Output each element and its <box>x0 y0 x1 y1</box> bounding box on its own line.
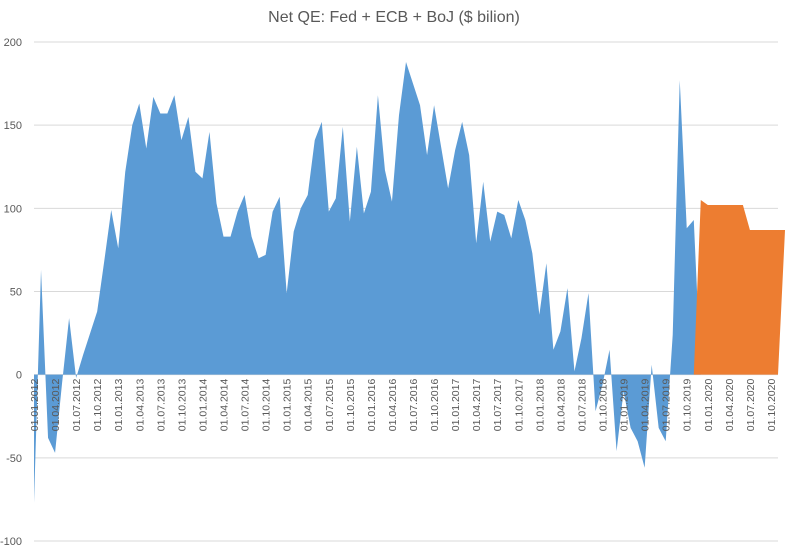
y-tick-label: 150 <box>4 120 22 132</box>
series-area-2 <box>34 200 786 375</box>
x-tick-label: 01.10.2017 <box>513 379 525 432</box>
x-tick-label: 01.10.2012 <box>92 379 104 432</box>
y-tick-label: 0 <box>16 370 22 382</box>
x-tick-label: 01.07.2015 <box>324 379 336 432</box>
x-axis-tick-labels: 01.01.2012 01.04.2012 01.07.2012 01.10.2012… <box>29 379 778 432</box>
x-tick-label: 01.10.2014 <box>261 379 273 432</box>
y-axis-tick-labels: -100 -50 0 50 100 150 200 <box>0 37 22 548</box>
y-tick-label: 200 <box>4 37 22 49</box>
x-tick-label: 01.01.2019 <box>619 379 631 432</box>
y-tick-label: 100 <box>4 203 22 215</box>
series-area-1 <box>34 61 778 503</box>
x-tick-label: 01.07.2014 <box>240 379 252 432</box>
y-tick-label: -100 <box>0 536 22 548</box>
series-areas <box>34 61 786 503</box>
x-tick-label: 01.07.2018 <box>576 379 588 432</box>
x-tick-label: 01.07.2020 <box>745 379 757 432</box>
x-tick-label: 01.01.2013 <box>113 379 125 432</box>
x-tick-label: 01.01.2012 <box>29 379 41 432</box>
x-tick-label: 01.01.2015 <box>282 379 294 432</box>
x-tick-label: 01.10.2020 <box>766 379 778 432</box>
x-tick-label: 01.01.2018 <box>534 379 546 432</box>
x-tick-label: 01.07.2017 <box>492 379 504 432</box>
x-tick-label: 01.04.2019 <box>640 379 652 432</box>
x-tick-label: 01.04.2013 <box>134 379 146 432</box>
x-tick-label: 01.04.2016 <box>387 379 399 432</box>
x-tick-label: 01.07.2016 <box>408 379 420 432</box>
x-tick-label: 01.10.2018 <box>598 379 610 432</box>
y-tick-label: -50 <box>6 453 22 465</box>
x-tick-label: 01.10.2015 <box>345 379 357 432</box>
x-tick-label: 01.10.2016 <box>429 379 441 432</box>
x-tick-label: 01.04.2020 <box>724 379 736 432</box>
x-tick-label: 01.07.2012 <box>71 379 83 432</box>
x-tick-label: 01.01.2020 <box>703 379 715 432</box>
x-tick-label: 01.04.2012 <box>50 379 62 432</box>
x-tick-label: 01.01.2016 <box>366 379 378 432</box>
x-tick-label: 01.01.2017 <box>450 379 462 432</box>
x-tick-label: 01.07.2019 <box>661 379 673 432</box>
x-tick-label: 01.07.2013 <box>155 379 167 432</box>
x-tick-label: 01.10.2013 <box>176 379 188 432</box>
x-tick-label: 01.01.2014 <box>197 379 209 432</box>
x-tick-label: 01.04.2017 <box>471 379 483 432</box>
x-tick-label: 01.04.2015 <box>303 379 315 432</box>
x-tick-label: 01.10.2019 <box>682 379 694 432</box>
x-tick-label: 01.04.2018 <box>555 379 567 432</box>
chart-title: Net QE: Fed + ECB + BoJ ($ bilion) <box>268 9 520 26</box>
y-tick-label: 50 <box>10 287 22 299</box>
x-tick-label: 01.04.2014 <box>219 379 231 432</box>
